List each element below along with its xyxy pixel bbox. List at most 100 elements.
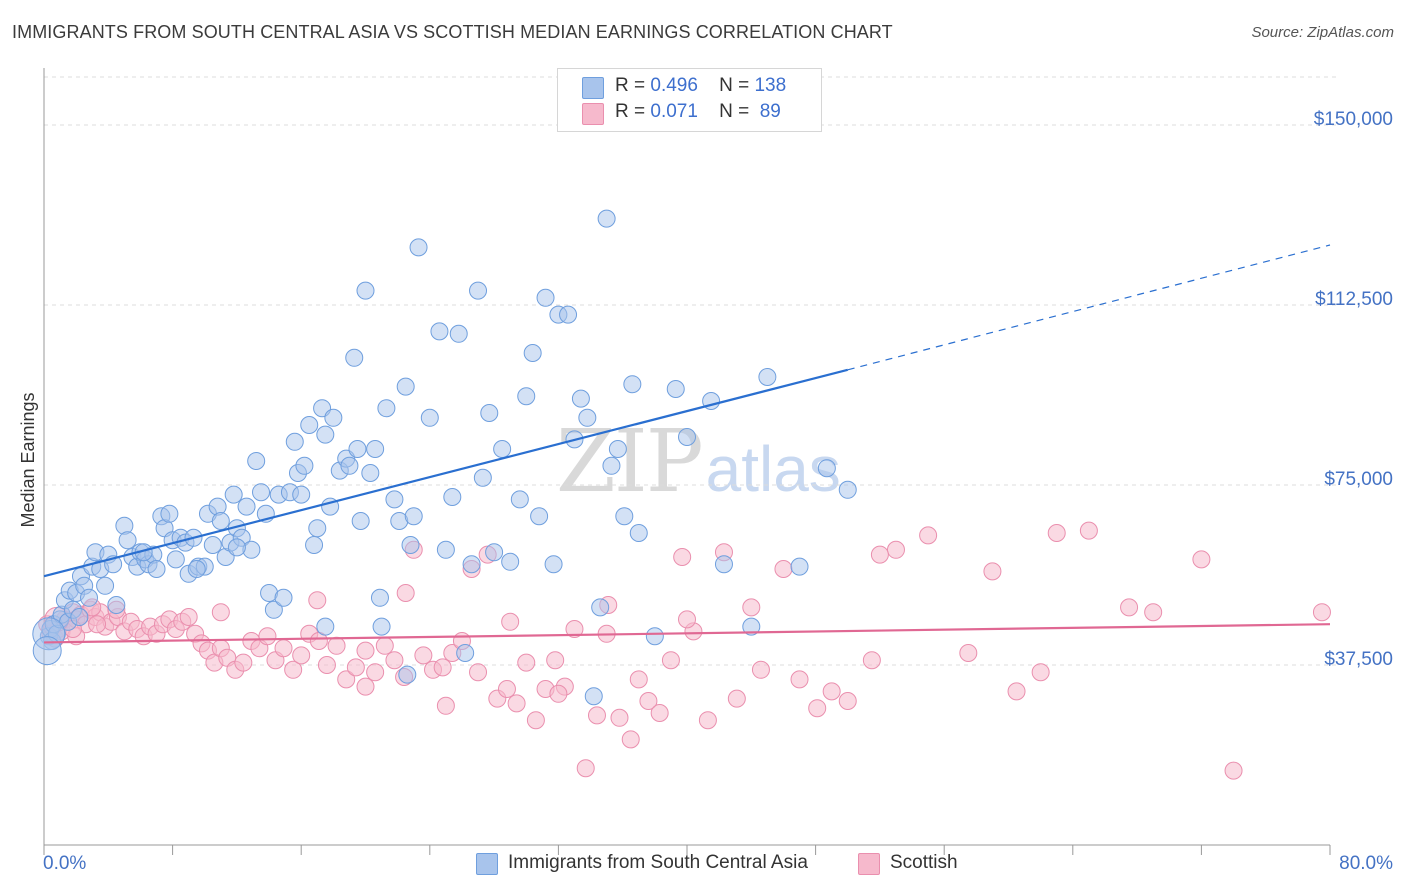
- legend-n-value: 89: [759, 101, 781, 122]
- legend-r-value: 0.071: [650, 101, 698, 122]
- immigrants-point: [351, 512, 370, 530]
- immigrants-point: [409, 238, 428, 257]
- scottish-point: [356, 677, 375, 696]
- y-tick-label: $37,500: [1324, 649, 1393, 670]
- scottish-point: [621, 730, 640, 749]
- immigrants-point: [274, 588, 293, 607]
- scottish-point: [1047, 524, 1066, 542]
- y-tick-label: $75,000: [1324, 469, 1393, 490]
- immigrants-point: [308, 519, 327, 538]
- immigrants-point: [510, 490, 529, 509]
- bottom-legend-label: Immigrants from South Central Asia: [508, 852, 808, 873]
- scottish-point: [346, 658, 365, 677]
- immigrants-point: [443, 488, 462, 506]
- scottish-point: [1120, 598, 1139, 617]
- scottish-point: [396, 584, 415, 602]
- scottish-point: [1312, 603, 1331, 622]
- axis-labels: $37,500 $75,000 $112,500 $150,000 0.0% 80.0% M…: [18, 109, 1393, 874]
- immigrants-point: [356, 281, 375, 300]
- immigrants-point: [758, 368, 777, 386]
- immigrants-point: [96, 576, 115, 595]
- scottish-point: [790, 670, 809, 689]
- immigrants-point: [118, 531, 137, 550]
- immigrants-point: [107, 596, 126, 614]
- scottish-point: [179, 608, 198, 626]
- source-credit: Source: ZipAtlas.com: [1251, 24, 1394, 41]
- scottish-point: [629, 670, 648, 689]
- trend-lines: [43, 244, 1331, 644]
- immigrants-point: [578, 408, 597, 427]
- scottish-point: [983, 562, 1002, 581]
- scottish-point: [385, 651, 404, 670]
- immigrants-point: [623, 375, 642, 394]
- immigrants-point: [385, 490, 404, 509]
- scottish-point: [610, 708, 629, 727]
- immigrants-point: [666, 380, 685, 398]
- immigrants-point: [742, 617, 761, 636]
- immigrants-point: [398, 665, 417, 684]
- scottish-point: [698, 711, 717, 730]
- scottish-point: [436, 696, 455, 715]
- scottish-point: [501, 612, 520, 631]
- immigrants-point: [147, 560, 166, 578]
- scottish-point: [838, 692, 857, 710]
- immigrants-point: [404, 507, 423, 526]
- scottish-point: [774, 560, 793, 578]
- immigrants-point: [530, 507, 549, 526]
- scottish-point: [959, 644, 978, 662]
- immigrants-point: [523, 344, 542, 362]
- immigrants-point: [456, 644, 475, 662]
- legend-n-label: N =: [719, 75, 750, 96]
- immigrants-point: [544, 555, 563, 574]
- immigrants-point: [493, 440, 512, 458]
- immigrants-point: [377, 399, 396, 418]
- scottish-point: [317, 656, 336, 674]
- immigrants-point: [678, 428, 696, 446]
- y-axis-title: Median Earnings: [18, 392, 38, 527]
- immigrants-point: [370, 588, 389, 607]
- immigrants-point: [166, 550, 185, 569]
- immigrants-point: [292, 485, 311, 504]
- immigrants-point: [264, 600, 283, 619]
- scottish-point: [576, 759, 595, 778]
- scottish-point: [822, 682, 841, 701]
- immigrants-point: [473, 468, 492, 487]
- scottish-point: [587, 706, 606, 725]
- scottish-point: [751, 660, 770, 679]
- scottish-point: [284, 660, 303, 679]
- immigrants-point: [517, 387, 536, 406]
- immigrants-point: [285, 432, 304, 451]
- immigrants-point: [316, 425, 335, 444]
- immigrants-point: [838, 480, 857, 499]
- immigrants-point: [224, 485, 243, 504]
- immigrants-point: [211, 512, 230, 530]
- scottish-point: [292, 646, 311, 665]
- scottish-point: [327, 636, 346, 655]
- correlation-legend: R = 0.496 N = 138 R = 0.071 N = 89: [557, 68, 822, 132]
- immigrants-point: [430, 322, 449, 341]
- immigrants-point: [615, 507, 634, 526]
- scottish-point: [650, 704, 669, 722]
- scottish-point: [366, 663, 385, 682]
- bottom-legend-label: Scottish: [890, 852, 958, 873]
- immigrants-point: [591, 598, 610, 617]
- scottish-point: [234, 653, 253, 672]
- scottish-point: [433, 658, 452, 677]
- bottom-legend-swatch-pink: [858, 853, 880, 875]
- legend-swatch-blue: [582, 77, 604, 99]
- scottish-point: [549, 684, 568, 703]
- legend-swatch-pink: [582, 103, 604, 125]
- scottish-point: [211, 603, 230, 622]
- bottom-legend-swatch-blue: [476, 853, 498, 875]
- y-tick-label: $112,500: [1315, 289, 1393, 310]
- axes: [43, 68, 1331, 855]
- immigrants-point: [714, 555, 733, 574]
- immigrants-point: [436, 540, 455, 559]
- scottish-point: [546, 651, 565, 670]
- scottish-point: [639, 692, 658, 710]
- scottish-point: [1031, 663, 1050, 682]
- immigrants-point: [401, 536, 420, 554]
- legend-r-value: 0.496: [650, 75, 698, 96]
- y-tick-label: $150,000: [1314, 109, 1393, 130]
- scottish-point: [526, 711, 545, 730]
